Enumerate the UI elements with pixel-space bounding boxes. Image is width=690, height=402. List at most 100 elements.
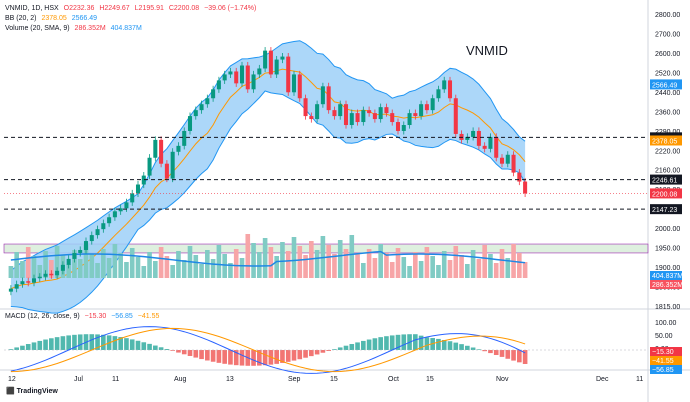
candle-body: [419, 104, 424, 117]
legend-bb-upper: 2566.49: [71, 15, 98, 22]
price-axis-tick: 2520.00: [655, 70, 680, 77]
macd-histogram-bar: [418, 335, 424, 350]
candle-body: [257, 68, 262, 75]
volume-bar: [285, 251, 291, 278]
macd-histogram-bar: [31, 342, 37, 350]
candle-body: [245, 65, 250, 90]
macd-histogram-bar: [112, 336, 118, 350]
candle-body: [147, 157, 152, 176]
candle-body: [49, 273, 54, 276]
macd-histogram-bar: [54, 337, 60, 350]
candle-body: [291, 74, 297, 93]
volume-bar: [118, 253, 123, 278]
volume-bar: [378, 244, 383, 278]
macd-histogram-bar: [164, 349, 170, 350]
candle-body: [141, 175, 146, 185]
macd-histogram-bar: [170, 350, 175, 351]
volume-bar: [395, 248, 401, 278]
macd-histogram-bar: [25, 344, 31, 350]
candle-body: [170, 151, 175, 179]
legend-symbol-name: VNMID, 1D, HSX: [5, 5, 59, 12]
volume-bar: [488, 254, 493, 278]
volume-bar: [101, 249, 106, 278]
time-axis-tick: 11: [636, 376, 643, 383]
volume-bar: [476, 259, 482, 278]
bb-fill: [10, 40, 526, 314]
legend-close: C2200.08: [168, 5, 200, 12]
candle-body: [482, 145, 487, 149]
macd-histogram-bar: [314, 350, 320, 355]
legend-bb-name: BB (20, 2): [5, 15, 37, 22]
macd-histogram-bar: [291, 350, 297, 361]
price-axis-tick: 2000.00: [655, 226, 680, 233]
macd-histogram-bar: [361, 340, 366, 350]
candle-body: [413, 113, 418, 117]
macd-histogram-bar: [233, 350, 239, 366]
volume-bar: [465, 264, 470, 278]
price-badge: [650, 204, 682, 215]
volume-bar: [8, 266, 14, 278]
candle-body: [20, 281, 25, 285]
candle-body: [124, 202, 129, 209]
macd-histogram-bar: [158, 347, 164, 350]
price-badge-label: 2566.49: [652, 82, 677, 89]
volume-badge-label: 404.837M: [652, 273, 683, 280]
candle-body: [199, 104, 204, 111]
macd-histogram-bar: [60, 336, 66, 350]
volume-bar: [164, 256, 170, 278]
candle-body: [465, 136, 470, 140]
volume-bar: [441, 251, 447, 278]
macd-histogram-bar: [210, 350, 216, 362]
macd-histogram-bar: [216, 350, 222, 363]
macd-histogram-bar: [8, 349, 14, 350]
candle-body: [442, 80, 447, 90]
candle-body: [164, 163, 169, 179]
candle-body: [505, 154, 510, 164]
legend-bb: BB (20, 2) 2378.05 2566.49: [5, 14, 100, 23]
macd-histogram-bar: [20, 345, 25, 350]
volume-bar: [222, 254, 227, 278]
volume-bar: [147, 252, 152, 278]
macd-histogram-bar: [320, 350, 326, 353]
macd-histogram-bar: [355, 342, 360, 350]
macd-histogram-bar: [482, 350, 487, 352]
macd-histogram-bar: [43, 339, 48, 350]
volume-bar: [262, 238, 268, 278]
volume-bar: [499, 249, 505, 278]
macd-signal-line: [10, 327, 526, 373]
macd-histogram-bar: [274, 350, 279, 364]
macd-histogram-bar: [141, 342, 147, 350]
time-axis-tick: Dec: [596, 376, 609, 383]
candle-body: [268, 50, 273, 75]
volume-bar: [106, 258, 112, 278]
volume-bar: [245, 234, 251, 278]
candle-body: [43, 273, 48, 277]
candle-body: [95, 229, 100, 236]
macd-histogram-bar: [459, 344, 464, 350]
candle-body: [8, 288, 13, 292]
volume-bar: [517, 253, 522, 278]
legend-macd-name: MACD (12, 26, close, 9): [5, 313, 80, 320]
legend-high: H2249.67: [99, 5, 130, 12]
macd-histogram-bar: [372, 338, 378, 350]
macd-badge: [650, 347, 682, 356]
macd-badge-label: −41.55: [652, 358, 674, 365]
macd-histogram-bar: [309, 350, 314, 357]
macd-histogram-bar: [303, 350, 308, 358]
volume-bar: [14, 252, 19, 278]
volume-bar: [401, 257, 407, 278]
macd-histogram-bar: [101, 334, 106, 350]
price-badge: [650, 174, 682, 185]
volume-bar: [43, 251, 48, 278]
macd-axis-tick: 100.00: [655, 320, 677, 327]
price-badge-label: 2246.61: [652, 178, 677, 185]
volume-bar: [216, 245, 222, 278]
candle-body: [355, 113, 360, 123]
candle-body: [239, 65, 245, 84]
candle-body: [494, 136, 499, 158]
time-axis-tick: 13: [226, 376, 234, 383]
volume-bar: [505, 258, 511, 278]
legend-macd-v2: −56.85: [111, 313, 133, 320]
candle-body: [222, 74, 227, 81]
